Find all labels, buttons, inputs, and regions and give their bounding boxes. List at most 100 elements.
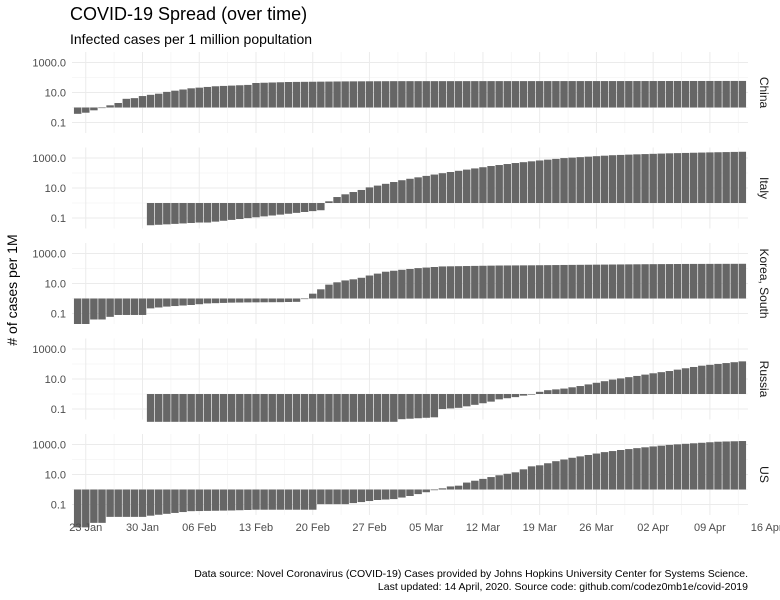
bar <box>260 489 268 510</box>
bar <box>552 461 560 490</box>
bar <box>244 84 252 108</box>
bar <box>114 298 122 315</box>
bar <box>381 183 390 204</box>
bar <box>122 98 131 108</box>
bar <box>211 394 220 422</box>
bar <box>98 489 106 523</box>
bar <box>292 298 301 302</box>
bar <box>244 298 252 303</box>
bar <box>365 394 374 422</box>
bar <box>544 159 552 203</box>
bar <box>446 394 455 409</box>
bar <box>430 489 439 491</box>
bar <box>203 394 212 422</box>
bar <box>236 85 244 108</box>
bar <box>365 489 374 502</box>
bar <box>698 263 706 299</box>
bar <box>284 203 293 214</box>
bar <box>681 443 690 490</box>
bar <box>689 80 698 108</box>
bar <box>276 298 285 303</box>
bar <box>722 363 730 395</box>
bar <box>292 203 301 213</box>
bar <box>527 265 536 299</box>
bar <box>535 81 544 108</box>
bar <box>325 284 333 299</box>
y-tick-label: 0.1 <box>51 404 66 416</box>
bar <box>325 489 333 505</box>
bar <box>381 81 390 108</box>
bar <box>357 189 366 203</box>
bar <box>738 80 747 108</box>
bar <box>471 168 479 204</box>
bar <box>641 447 649 490</box>
bar <box>236 394 244 422</box>
bar <box>373 185 382 204</box>
bar <box>317 394 325 422</box>
bar <box>122 489 131 517</box>
bar <box>471 394 479 405</box>
bar <box>414 81 422 108</box>
bar <box>252 489 260 510</box>
bar <box>576 386 584 395</box>
bar <box>463 169 471 203</box>
bar <box>203 298 212 304</box>
bar <box>689 152 698 204</box>
bar <box>454 170 463 204</box>
bar <box>73 107 82 114</box>
bar <box>560 81 568 108</box>
bar <box>633 81 641 108</box>
bar <box>487 477 495 490</box>
bar <box>187 88 195 108</box>
bar <box>479 394 487 404</box>
bar <box>187 298 195 305</box>
bar <box>673 264 682 299</box>
bar <box>706 442 714 490</box>
bar <box>454 394 463 408</box>
y-tick-label: 1000.0 <box>32 153 66 165</box>
bar <box>390 489 398 500</box>
bar <box>203 86 212 108</box>
bar <box>560 264 568 299</box>
bar <box>260 203 268 217</box>
bar <box>195 203 203 223</box>
bar <box>600 81 609 108</box>
bar <box>576 264 584 299</box>
bar <box>544 265 552 299</box>
facet-label: Italy <box>757 177 771 199</box>
bar <box>179 394 187 422</box>
y-tick-label: 1000.0 <box>32 344 66 356</box>
bar <box>227 298 236 303</box>
bar <box>292 81 301 108</box>
bar <box>471 265 479 299</box>
facet-label: US <box>757 466 771 483</box>
bar <box>187 203 195 223</box>
bar <box>211 203 220 222</box>
bar <box>309 203 317 212</box>
bar <box>698 152 706 204</box>
bar <box>657 445 665 490</box>
bar <box>211 86 220 108</box>
bar <box>422 81 430 108</box>
bar <box>292 489 301 510</box>
bar <box>373 273 382 299</box>
bar <box>560 388 568 395</box>
bar <box>463 482 471 490</box>
bar <box>463 394 471 407</box>
bar <box>381 271 390 299</box>
bar <box>98 107 106 109</box>
bar <box>608 451 617 490</box>
bar <box>738 263 747 299</box>
bar <box>179 489 187 513</box>
bar <box>252 203 260 218</box>
bar <box>292 394 301 422</box>
bar <box>163 489 171 514</box>
bar <box>471 81 479 108</box>
bar <box>341 394 349 422</box>
bar <box>584 384 593 394</box>
bar <box>300 394 309 422</box>
bar <box>73 489 82 528</box>
bar <box>706 152 714 203</box>
bar <box>730 362 738 394</box>
bar <box>665 444 674 490</box>
